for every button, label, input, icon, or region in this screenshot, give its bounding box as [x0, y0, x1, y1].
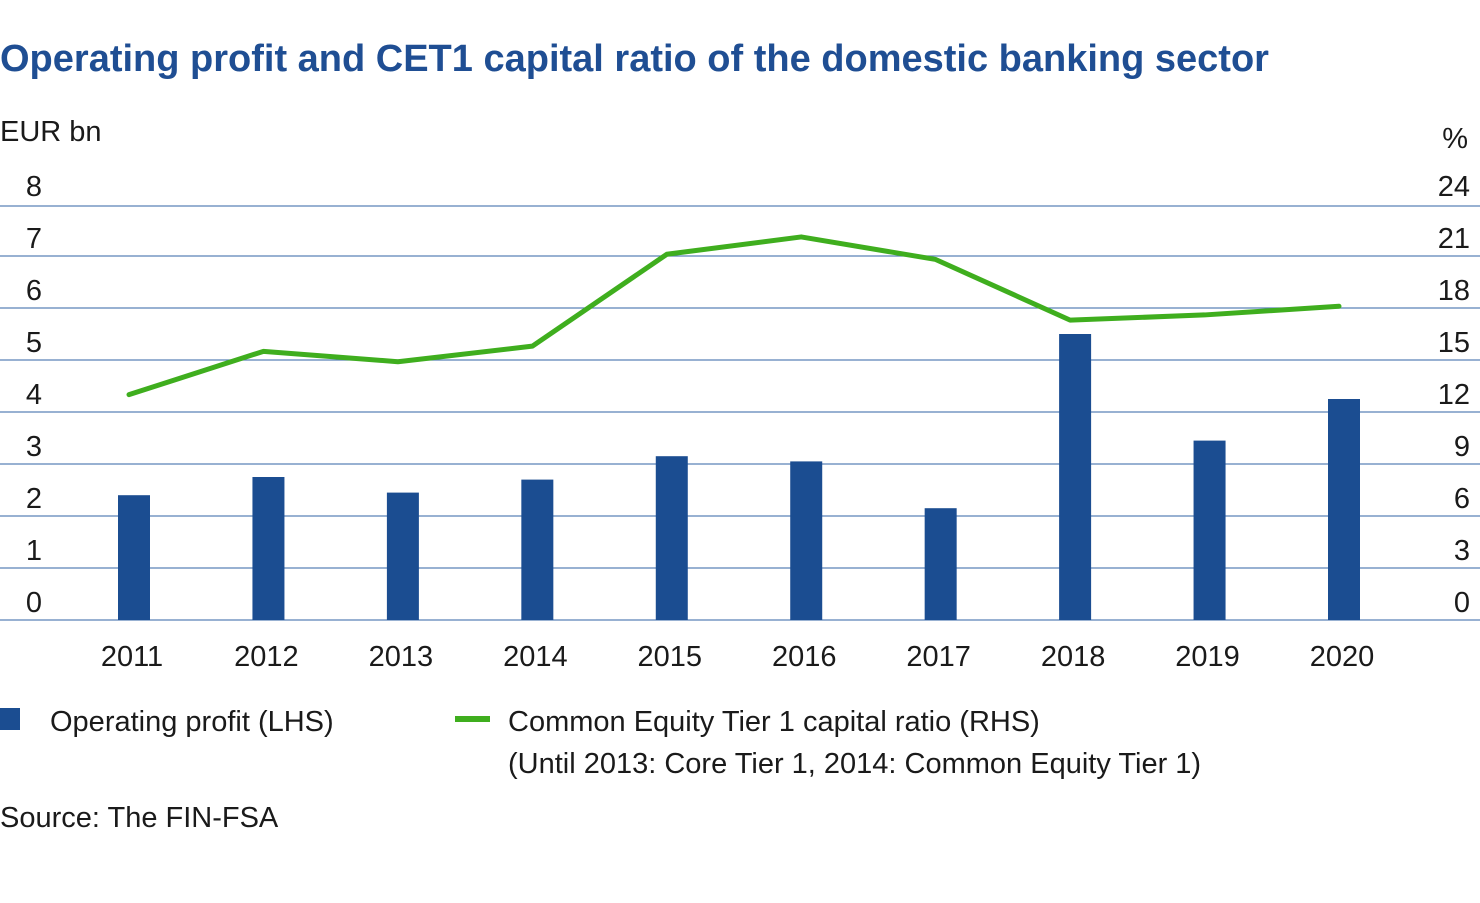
right-tick-label: 12	[1438, 379, 1470, 411]
right-tick-label: 9	[1454, 431, 1470, 463]
right-tick-label: 21	[1438, 223, 1470, 255]
right-tick-label: 24	[1438, 171, 1470, 203]
left-axis-unit: EUR bn	[0, 116, 102, 148]
x-tick-label: 2014	[503, 641, 568, 673]
right-tick-label: 15	[1438, 327, 1470, 359]
right-tick-label: 0	[1454, 587, 1470, 619]
cet1-line	[126, 234, 1342, 398]
left-tick-label: 8	[26, 171, 42, 203]
right-axis-unit: %	[1442, 123, 1468, 155]
left-tick-label: 0	[26, 587, 42, 619]
bar-2016	[790, 461, 823, 620]
x-tick-label: 2018	[1041, 641, 1106, 673]
bar-2020	[1328, 399, 1360, 620]
legend-line-label: Common Equity Tier 1 capital ratio (RHS)	[508, 706, 1040, 738]
right-tick-label: 6	[1454, 483, 1470, 515]
gridlines	[0, 205, 1480, 621]
left-tick-label: 7	[26, 223, 42, 255]
left-axis-ticks: 0 1 2 3 4 5 6 7 8	[26, 171, 42, 619]
legend-bar-swatch	[0, 708, 20, 730]
x-tick-label: 2015	[638, 641, 703, 673]
legend-bar-label: Operating profit (LHS)	[50, 706, 334, 738]
legend-line-note: (Until 2013: Core Tier 1, 2014: Common E…	[508, 748, 1201, 780]
left-tick-label: 4	[26, 379, 42, 411]
left-tick-label: 2	[26, 483, 42, 515]
bar-2017	[924, 508, 957, 620]
right-tick-label: 18	[1438, 275, 1470, 307]
x-tick-label: 2012	[234, 641, 299, 673]
left-tick-label: 1	[26, 535, 42, 567]
right-axis-ticks: 0 3 6 9 12 15 18 21 24	[1438, 171, 1470, 619]
x-tick-label: 2016	[772, 641, 837, 673]
legend: Operating profit (LHS) Common Equity Tie…	[0, 706, 1201, 780]
bar-2019	[1193, 440, 1226, 620]
x-tick-label: 2017	[906, 641, 971, 673]
x-tick-label: 2011	[101, 641, 163, 673]
bar-2014	[521, 479, 554, 620]
bar-series	[118, 334, 1360, 620]
x-tick-label: 2019	[1175, 641, 1240, 673]
bar-2015	[655, 456, 688, 620]
source-note: Source: The FIN-FSA	[0, 802, 279, 834]
chart-title: Operating profit and CET1 capital ratio …	[0, 38, 1269, 80]
x-tick-label: 2020	[1310, 641, 1375, 673]
bar-2013	[386, 492, 419, 620]
bar-2012	[252, 477, 285, 620]
right-tick-label: 3	[1454, 535, 1470, 567]
left-tick-label: 6	[26, 275, 42, 307]
bar-2018	[1059, 334, 1092, 620]
left-tick-label: 3	[26, 431, 42, 463]
bar-2011	[118, 495, 150, 620]
line-series	[126, 234, 1342, 398]
x-axis-ticks: 2011 2012 2013 2014 2015 2016 2017 2018 2019 2020	[101, 641, 1374, 673]
left-tick-label: 5	[26, 327, 42, 359]
x-tick-label: 2013	[369, 641, 434, 673]
